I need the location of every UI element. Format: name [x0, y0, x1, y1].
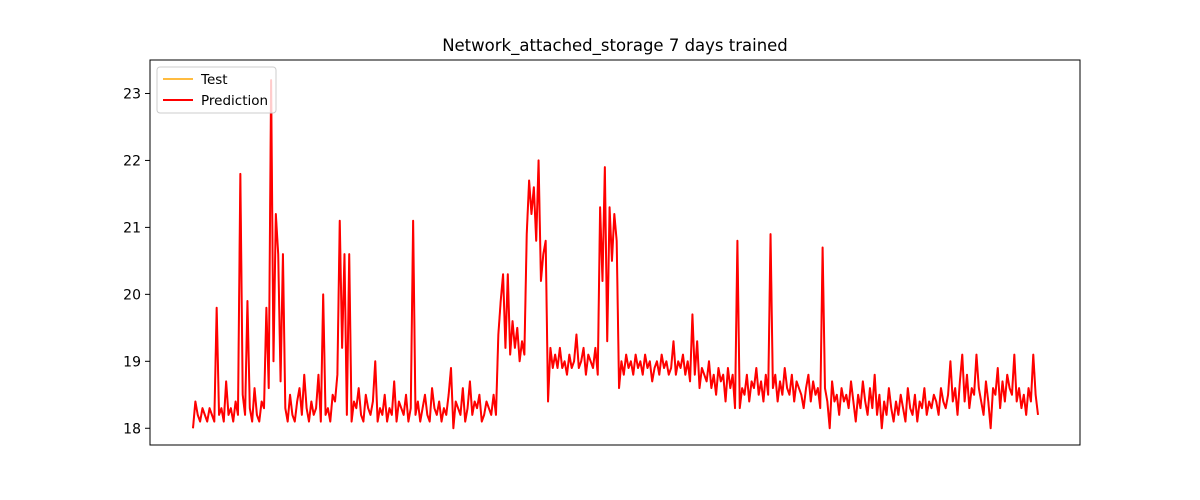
y-axis: 18 19 20 21 22 23: [123, 86, 150, 437]
y-tick-label: 21: [123, 220, 141, 236]
legend-label-test: Test: [200, 72, 228, 88]
legend: Test Prediction: [156, 66, 277, 114]
legend-label-prediction: Prediction: [201, 93, 268, 109]
chart-title: Network_attached_storage 7 days trained: [442, 36, 788, 56]
series-line-prediction: [192, 79, 1039, 430]
y-tick-label: 20: [123, 287, 141, 303]
y-tick-label: 18: [123, 421, 141, 437]
y-tick-label: 22: [123, 153, 141, 169]
y-tick-label: 19: [123, 354, 141, 370]
y-tick-label: 23: [123, 86, 141, 102]
series-layer: [192, 79, 1039, 430]
plot-frame: [149, 59, 1081, 446]
